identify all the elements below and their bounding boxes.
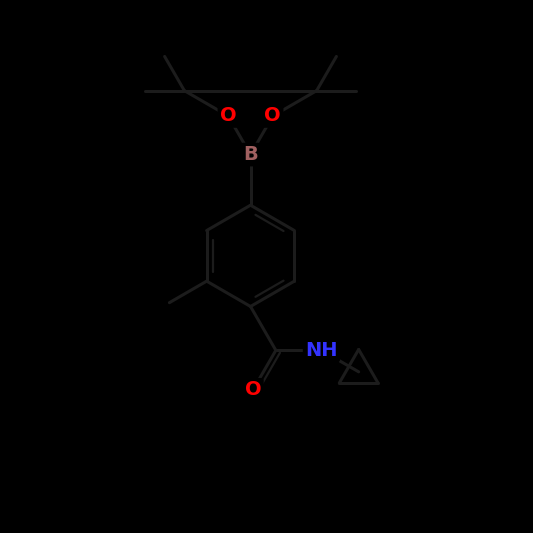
Text: O: O: [245, 380, 261, 399]
Text: O: O: [220, 107, 237, 125]
Text: O: O: [264, 107, 281, 125]
Text: B: B: [243, 145, 258, 164]
Text: NH: NH: [305, 341, 337, 360]
